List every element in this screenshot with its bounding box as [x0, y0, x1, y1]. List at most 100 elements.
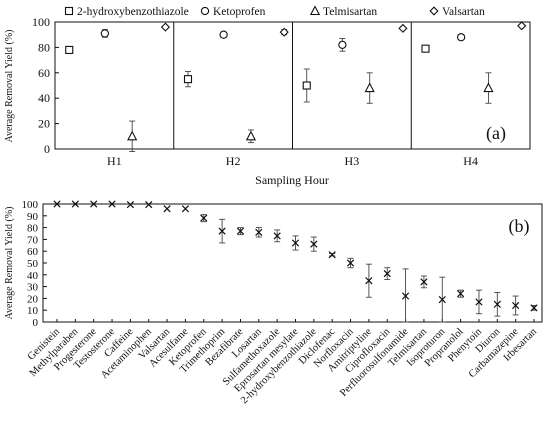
plot-area-b [42, 203, 543, 323]
data-point-b [346, 259, 355, 267]
legend-label-a: Telmisartan [323, 6, 377, 18]
x-marker-stroke [383, 269, 391, 278]
y-tick-label-b: 40 [27, 270, 39, 282]
x-marker-stroke [365, 277, 373, 285]
x-marker-stroke [90, 200, 98, 208]
x-marker-stroke [200, 214, 208, 222]
data-point-b [310, 240, 318, 248]
x-marker-stroke [71, 200, 79, 208]
data-point-a [517, 21, 527, 31]
data-point-b [71, 200, 79, 208]
x-axis-label-a: Sampling Hour [255, 173, 329, 187]
data-point-b [218, 227, 226, 235]
legend-marker-a [64, 6, 74, 16]
x-marker-stroke [145, 200, 153, 209]
data-point-b [401, 292, 410, 300]
data-point-b [53, 200, 61, 208]
y-axis-label-a: Average Removal Yield (%) [4, 29, 15, 142]
legend-label-a: Valsartan [442, 6, 485, 18]
data-point-a [183, 75, 193, 84]
chart-a-marks: 0 20 40 60 80 100 H1 H2 H3 H4 [32, 15, 527, 168]
legend-a: 2-hydroxybenzothiazole Ketoprofen Telmisar… [64, 5, 485, 18]
data-point-b [383, 269, 391, 278]
x-tick-label-a: H1 [107, 154, 122, 168]
x-tick-label-a: H3 [345, 154, 360, 168]
x-marker-stroke [181, 205, 190, 213]
legend-label-a: Ketoprofen [213, 6, 266, 18]
x-marker-stroke [255, 228, 263, 236]
y-tick-label-b: 10 [27, 305, 39, 317]
data-point-b [163, 205, 171, 213]
x-marker-stroke [291, 239, 300, 247]
x-marker-stroke [346, 259, 355, 267]
data-point-a [245, 130, 257, 141]
y-tick-label-a: 40 [38, 91, 50, 105]
data-point-a [364, 82, 375, 93]
data-point-b [328, 251, 336, 259]
data-point-b [126, 200, 135, 209]
data-point-b [291, 239, 300, 247]
data-point-a [421, 44, 430, 53]
data-point-b [90, 200, 98, 208]
chart-b-marks: 0102030405060708090100GenisteinMethylpar… [22, 199, 540, 406]
data-point-a [65, 45, 74, 54]
y-tick-label-b: 90 [27, 211, 39, 223]
data-point-b [365, 277, 373, 285]
x-marker-stroke [236, 227, 245, 235]
y-tick-label-b: 50 [27, 258, 39, 270]
x-marker-stroke [328, 251, 336, 259]
legend-label-a: 2-hydroxybenzothiazole [77, 6, 189, 18]
x-tick-label-a: H4 [463, 154, 478, 168]
data-point-b [255, 228, 263, 236]
x-marker-stroke [273, 232, 281, 240]
data-point-a [456, 33, 466, 42]
x-marker-stroke [438, 295, 446, 304]
data-point-a [338, 40, 347, 50]
data-point-b [145, 200, 153, 209]
x-marker-stroke [108, 200, 116, 208]
y-tick-label-b: 70 [27, 234, 39, 246]
x-marker-stroke [456, 290, 465, 298]
data-point-a [160, 22, 171, 32]
data-point-b [420, 278, 428, 286]
data-point-b [200, 214, 208, 222]
data-point-b [181, 205, 190, 213]
data-point-b [530, 304, 538, 312]
data-point-b [108, 200, 116, 208]
x-marker-stroke [218, 227, 226, 235]
x-marker-stroke [163, 205, 171, 213]
chart-panel-a: Average Removal Yield (%) Sampling Hour … [4, 5, 531, 187]
data-point-b [493, 300, 501, 308]
data-point-a [398, 23, 408, 33]
y-tick-label-b: 20 [27, 293, 39, 305]
x-marker-stroke [475, 298, 483, 306]
y-tick-label-a: 0 [44, 142, 50, 156]
x-marker-stroke [512, 301, 520, 310]
y-tick-label-b: 60 [27, 246, 39, 258]
x-marker-stroke [530, 304, 538, 312]
y-tick-label-a: 60 [38, 66, 50, 80]
x-marker-stroke [420, 278, 428, 286]
data-point-b [438, 295, 446, 304]
data-point-a [483, 82, 494, 93]
data-point-a [219, 30, 228, 39]
x-marker-stroke [401, 292, 410, 300]
y-tick-label-b: 80 [27, 223, 39, 235]
y-tick-label-a: 80 [38, 40, 50, 54]
x-marker-stroke [493, 300, 501, 308]
legend-marker-a [309, 5, 321, 16]
x-marker-stroke [53, 200, 61, 208]
data-point-b [475, 298, 483, 306]
legend-marker-a [200, 6, 210, 16]
x-marker-stroke [310, 240, 318, 248]
chart-panel-b: Average Removal Yield (%) (b) 0102030405… [4, 199, 543, 406]
data-point-a [279, 27, 289, 37]
y-tick-label-b: 30 [27, 282, 39, 294]
y-tick-label-b: 0 [33, 317, 39, 329]
legend-marker-a [429, 6, 439, 16]
data-point-b [512, 301, 520, 310]
data-point-b [456, 290, 465, 298]
panel-label-a: (a) [486, 123, 506, 144]
data-point-b [273, 232, 281, 240]
data-point-b [236, 227, 245, 235]
